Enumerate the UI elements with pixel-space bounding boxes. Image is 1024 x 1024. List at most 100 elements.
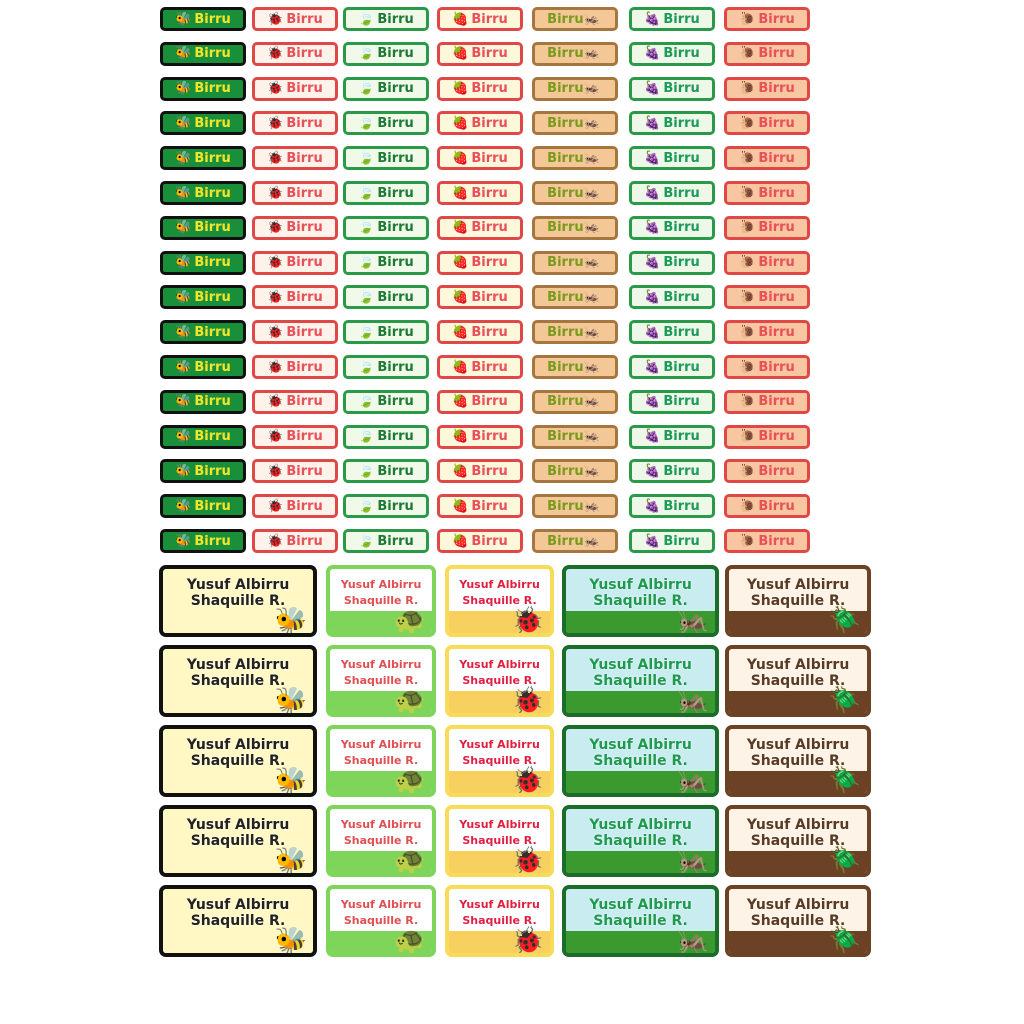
small-name-label-bee: 🐝 Birru	[160, 285, 246, 310]
leaf-icon: 🍃	[358, 359, 375, 375]
bee-icon: 🐝	[175, 81, 192, 97]
small-name-label-grasshopper: Birru 🦗	[532, 76, 618, 101]
small-name-label-strawberry: 🍓 Birru	[437, 215, 523, 240]
big-name-label-beetle: Yusuf Albirru Shaquille R. 🪲	[725, 645, 871, 717]
label-text: Birru	[547, 46, 584, 62]
background-scene	[163, 691, 313, 713]
name-line-1: Yusuf Albirru	[746, 577, 850, 593]
big-name-label-turtle-ant: Yusuf Albirru Shaquille R. 🐢	[326, 725, 436, 797]
small-name-label-grasshopper: Birru 🦗	[532, 529, 618, 553]
big-name-label-grasshopper-grass: Yusuf Albirru Shaquille R. 🦗	[562, 565, 719, 637]
label-text: Birru	[377, 81, 414, 97]
small-name-label-leaf-ladybug: 🍃 Birru	[343, 285, 429, 310]
small-name-label-grasshopper: Birru 🦗	[532, 459, 618, 484]
snail-icon: 🐌	[739, 533, 756, 549]
label-text: Birru	[758, 498, 795, 514]
background-scene	[566, 611, 715, 633]
label-text: Birru	[194, 463, 231, 479]
label-text: Birru	[377, 220, 414, 236]
grasshopper-icon: 🦗	[583, 394, 600, 410]
small-name-label-grasshopper: Birru 🦗	[532, 7, 618, 31]
ladybug-icon: 🐞	[267, 359, 284, 375]
name-line-2: Shaquille R.	[462, 914, 537, 927]
small-name-label-snail: 🐌 Birru	[724, 111, 810, 136]
ladybug-icon: 🐞	[267, 429, 284, 445]
name-line-1: Yusuf Albirru	[746, 897, 850, 913]
small-name-label-bee: 🐝 Birru	[160, 424, 246, 449]
big-name-label-bee: Yusuf Albirru Shaquille R. 🐝	[159, 885, 317, 957]
strawberry-icon: 🍓	[452, 46, 469, 62]
grasshopper-icon: 🦗	[583, 81, 600, 97]
leaf-icon: 🍃	[358, 81, 375, 97]
strawberry-icon: 🍓	[452, 359, 469, 375]
strawberry-icon: 🍓	[452, 81, 469, 97]
label-text: Birru	[471, 324, 508, 340]
background-scene	[163, 611, 313, 633]
label-text: Birru	[547, 463, 584, 479]
small-name-label-strawberry: 🍓 Birru	[437, 320, 523, 345]
grasshopper-icon: 🦗	[583, 498, 600, 514]
label-text: Birru	[547, 220, 584, 236]
leaf-icon: 🍃	[358, 255, 375, 271]
label-text: Birru	[471, 498, 508, 514]
background-scene	[566, 691, 715, 713]
small-name-label-bee: 🐝 Birru	[160, 111, 246, 136]
label-text: Birru	[471, 220, 508, 236]
grasshopper-icon: 🦗	[676, 766, 709, 796]
small-name-label-ladybug: 🐞 Birru	[252, 146, 338, 171]
label-text: Birru	[471, 463, 508, 479]
strawberry-icon: 🍓	[452, 533, 469, 549]
raspberry-icon: 🍇	[644, 394, 661, 410]
label-text: Birru	[758, 429, 795, 445]
small-name-label-strawberry: 🍓 Birru	[437, 250, 523, 275]
small-name-label-snail: 🐌 Birru	[724, 146, 810, 171]
strawberry-icon: 🍓	[452, 11, 469, 27]
label-text: Birru	[377, 429, 414, 445]
name-line-1: Yusuf Albirru	[459, 738, 540, 751]
background-scene	[729, 771, 867, 793]
small-name-label-bee: 🐝 Birru	[160, 215, 246, 240]
beetle-icon: 🪲	[828, 846, 861, 876]
bee-icon: 🐝	[175, 463, 192, 479]
label-text: Birru	[758, 255, 795, 271]
grasshopper-icon: 🦗	[583, 11, 600, 27]
small-name-label-leaf-ladybug: 🍃 Birru	[343, 146, 429, 171]
leaf-icon: 🍃	[358, 533, 375, 549]
small-name-label-bee: 🐝 Birru	[160, 7, 246, 31]
label-text: Birru	[194, 11, 231, 27]
name-line-1: Yusuf Albirru	[746, 737, 850, 753]
raspberry-icon: 🍇	[644, 150, 661, 166]
small-name-label-strawberry: 🍓 Birru	[437, 355, 523, 379]
small-name-label-grasshopper: Birru 🦗	[532, 215, 618, 240]
label-text: Birru	[547, 185, 584, 201]
snail-icon: 🐌	[739, 11, 756, 27]
name-line-1: Yusuf Albirru	[589, 657, 692, 673]
label-text: Birru	[758, 185, 795, 201]
name-line-2: Shaquille R.	[750, 593, 846, 609]
small-name-label-leaf-ladybug: 🍃 Birru	[343, 424, 429, 449]
label-text: Birru	[377, 498, 414, 514]
label-text: Birru	[547, 324, 584, 340]
bee-icon: 🐝	[175, 255, 192, 271]
small-name-label-snail: 🐌 Birru	[724, 76, 810, 101]
label-text: Birru	[286, 255, 323, 271]
raspberry-icon: 🍇	[644, 46, 661, 62]
label-text: Birru	[547, 498, 584, 514]
small-name-label-grasshopper: Birru 🦗	[532, 494, 618, 519]
label-text: Birru	[286, 289, 323, 305]
label-text: Birru	[471, 394, 508, 410]
small-name-label-bee: 🐝 Birru	[160, 181, 246, 205]
leaf-icon: 🍃	[358, 498, 375, 514]
label-text: Birru	[194, 185, 231, 201]
raspberry-icon: 🍇	[644, 220, 661, 236]
background-scene	[566, 771, 715, 793]
small-name-label-raspberry: 🍇 Birru	[629, 111, 715, 136]
strawberry-icon: 🍓	[452, 429, 469, 445]
label-text: Birru	[758, 359, 795, 375]
small-name-label-grasshopper: Birru 🦗	[532, 250, 618, 275]
label-text: Birru	[194, 220, 231, 236]
label-text: Birru	[194, 359, 231, 375]
big-name-label-ladybug-flowers: Yusuf Albirru Shaquille R. 🐞	[445, 805, 554, 877]
small-name-label-strawberry: 🍓 Birru	[437, 529, 523, 553]
name-line-2: Shaquille R.	[593, 753, 688, 769]
